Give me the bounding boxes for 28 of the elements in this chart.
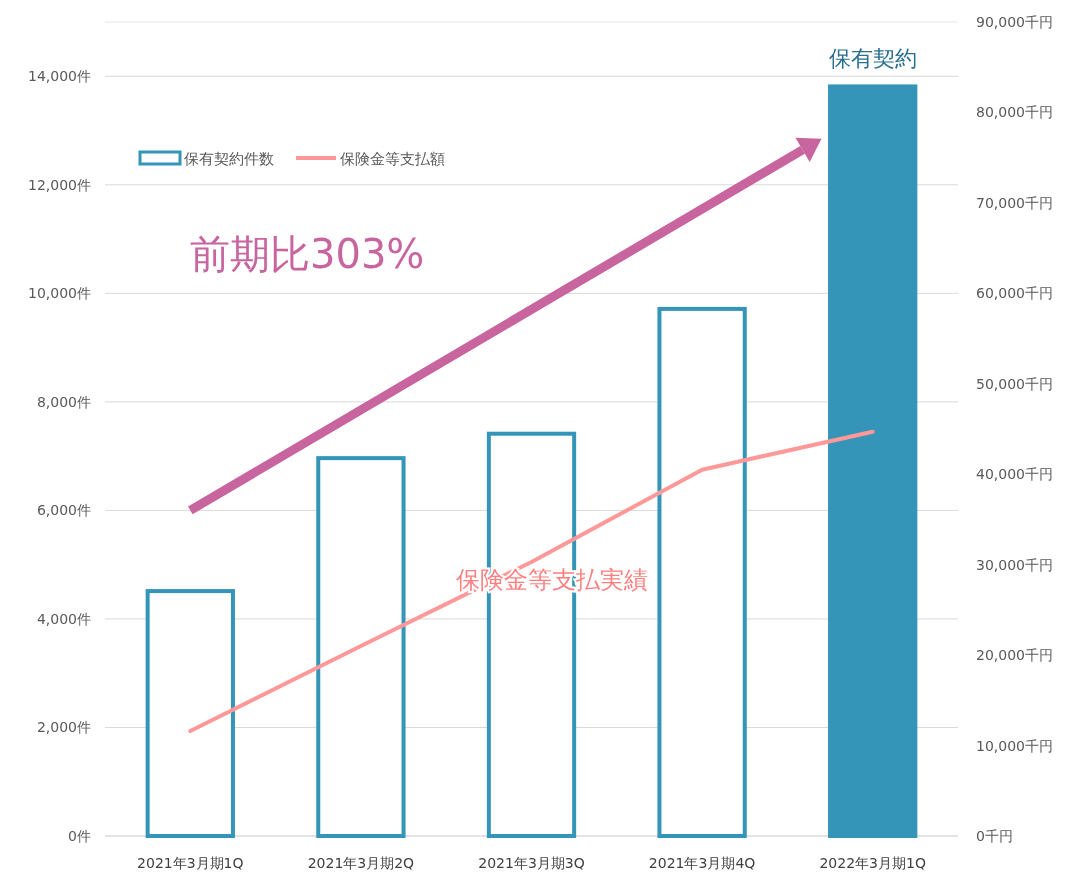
y2-tick-label: 60,000千円 bbox=[976, 285, 1053, 302]
annotation: 前期比303% bbox=[190, 231, 425, 277]
y2-tick-label: 80,000千円 bbox=[976, 104, 1053, 121]
y2-tick-label: 70,000千円 bbox=[976, 194, 1053, 211]
line-series bbox=[188, 429, 875, 734]
legend-label: 保有契約件数 bbox=[184, 150, 274, 168]
y-tick-label: 4,000件 bbox=[36, 610, 91, 627]
y-tick-label: 10,000件 bbox=[28, 285, 91, 302]
y-tick-label: 12,000件 bbox=[28, 176, 91, 193]
x-tick-label: 2021年3月期3Q bbox=[478, 855, 585, 871]
legend-label: 保険金等支払額 bbox=[340, 150, 445, 168]
y2-tick-label: 10,000千円 bbox=[976, 737, 1053, 754]
x-tick-label: 2021年3月期2Q bbox=[307, 855, 415, 871]
y2-tick-label: 90,000千円 bbox=[976, 14, 1053, 30]
y-tick-label: 8,000件 bbox=[36, 393, 91, 410]
y2-tick-label: 20,000千円 bbox=[976, 647, 1053, 664]
x-tick-label: 2021年3月期4Q bbox=[648, 855, 756, 871]
y-tick-label: 14,000件 bbox=[28, 68, 91, 85]
y2-tick-label: 40,000千円 bbox=[976, 466, 1053, 483]
y2-tick-label: 0千円 bbox=[976, 828, 1013, 844]
x-tick-label: 2021年3月期1Q bbox=[137, 855, 244, 871]
y-tick-label: 6,000件 bbox=[36, 502, 91, 519]
annotation: 保有契約 bbox=[828, 46, 917, 72]
y-tick-label: 2,000件 bbox=[36, 719, 91, 736]
y2-tick-label: 30,000千円 bbox=[976, 556, 1053, 573]
x-tick-label: 2022年3月期1Q bbox=[819, 855, 926, 871]
y2-tick-label: 50,000千円 bbox=[976, 375, 1053, 392]
y-tick-label: 0件 bbox=[68, 828, 91, 844]
